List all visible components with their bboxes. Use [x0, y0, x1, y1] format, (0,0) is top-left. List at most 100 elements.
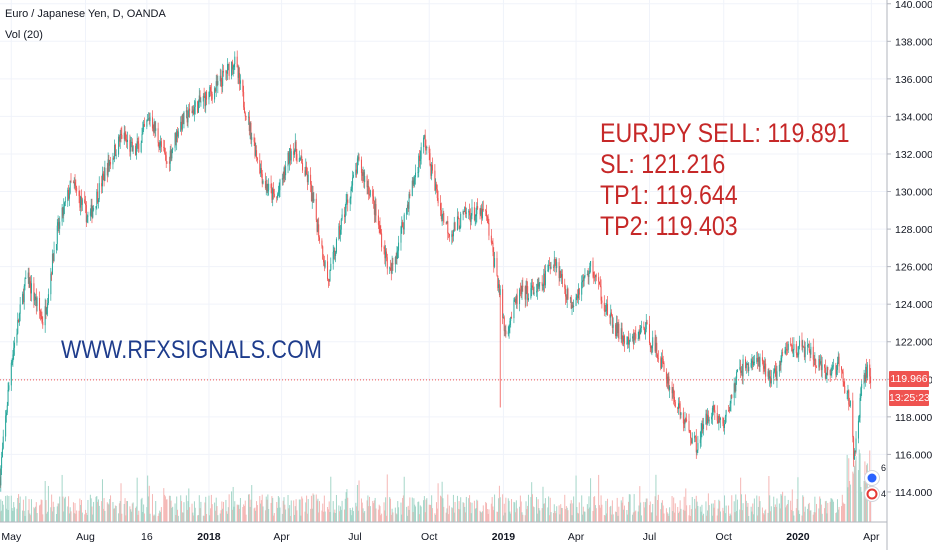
candle-body — [89, 211, 91, 216]
event-count: 6 — [881, 463, 886, 473]
volume-bar — [682, 509, 684, 522]
volume-bar — [25, 496, 27, 522]
candle-body — [801, 340, 803, 347]
candle-body — [762, 361, 764, 366]
volume-bar — [827, 502, 829, 522]
volume-bar — [76, 510, 78, 522]
candle-body — [470, 215, 472, 222]
candle-body — [153, 122, 155, 132]
volume-bar — [104, 510, 106, 522]
volume-bar — [147, 475, 149, 522]
volume-bar — [559, 514, 561, 522]
legend-symbol-title[interactable]: Euro / Japanese Yen, D, OANDA — [5, 8, 166, 20]
volume-bar — [648, 505, 650, 522]
time-tick-label: Apr — [568, 531, 585, 543]
volume-bar — [830, 498, 832, 522]
volume-bar — [33, 507, 35, 522]
candle-body — [222, 71, 224, 87]
time-axis[interactable]: May Aug 16 2018 Apr Jul Oct 2019 Apr Jul Oct 2020 Ap… — [1, 531, 880, 543]
volume-bar — [785, 507, 787, 522]
candle-body — [645, 322, 647, 329]
candle-body — [531, 285, 533, 289]
candle-body — [119, 133, 121, 142]
candle-body — [123, 132, 125, 139]
volume-bar — [355, 502, 357, 522]
candle-body — [7, 389, 9, 406]
legend-volume[interactable]: Vol (20) — [5, 29, 43, 41]
volume-bar — [531, 494, 533, 522]
candle-body — [247, 116, 249, 118]
volume-bar — [860, 487, 862, 522]
candle-body — [575, 297, 577, 306]
volume-bar — [656, 515, 658, 522]
candle-body — [654, 337, 656, 352]
volume-bar — [287, 495, 289, 522]
candle-body — [603, 302, 605, 311]
volume-bar — [243, 504, 245, 522]
candle-body — [327, 261, 329, 280]
volume-bar — [219, 513, 221, 522]
candle-body — [154, 122, 156, 131]
candle-body — [279, 179, 281, 191]
candle-body — [740, 370, 742, 373]
volume-bar — [143, 513, 145, 522]
volume-bar — [198, 495, 200, 522]
candle-body — [47, 303, 49, 309]
volume-bar — [646, 498, 648, 522]
candle-body — [852, 400, 854, 438]
volume-bar — [769, 495, 771, 522]
volume-bar — [543, 503, 545, 522]
candle-body — [689, 430, 691, 433]
volume-bar — [236, 504, 238, 522]
volume-bar — [621, 502, 623, 522]
candle-body — [273, 189, 275, 194]
event-markers[interactable]: 6 4 — [864, 463, 887, 502]
candle-body — [707, 415, 709, 422]
volume-bar — [829, 501, 831, 522]
candle-body — [42, 321, 44, 326]
candle-body — [807, 343, 809, 346]
volume-bar — [626, 510, 628, 522]
candle-body — [199, 95, 201, 102]
candle-body — [684, 418, 686, 425]
candle-body — [259, 160, 261, 174]
candle-body — [826, 367, 828, 375]
candle-body — [307, 174, 309, 183]
price-axis[interactable]: 114.000116.000118.000120.000122.000124.0… — [887, 0, 932, 499]
price-tick-label: 118.000 — [895, 412, 932, 424]
candle-body — [68, 193, 70, 199]
candle-body — [435, 184, 437, 190]
volume-bar — [571, 515, 573, 522]
volume-bar — [740, 477, 742, 522]
volume-bar — [594, 496, 596, 522]
volume-bar — [515, 500, 517, 522]
volume-bar — [350, 509, 352, 522]
volume-bar — [58, 503, 60, 522]
candle-body — [770, 378, 772, 384]
candle-body — [313, 198, 315, 202]
volume-bar — [611, 500, 613, 522]
candle-body — [141, 134, 143, 143]
volume-bar — [552, 512, 554, 522]
candle-body — [784, 350, 786, 354]
volume-bar — [157, 515, 159, 522]
candle-body — [457, 216, 459, 219]
candle-body — [757, 357, 759, 362]
volume-bar — [140, 499, 142, 522]
candle-body — [515, 298, 517, 303]
volume-bar — [661, 502, 663, 522]
volume-bar — [708, 505, 710, 522]
candle-body — [548, 265, 550, 271]
volume-bar — [632, 512, 634, 522]
candle-body — [514, 298, 516, 300]
candle-body — [169, 150, 171, 164]
candle-body — [824, 367, 826, 379]
candle-body — [741, 370, 743, 377]
candle-body — [217, 81, 219, 86]
candle-body — [569, 297, 571, 299]
candle-body — [808, 343, 810, 351]
volume-bar — [542, 486, 544, 522]
candle-body — [440, 210, 442, 220]
